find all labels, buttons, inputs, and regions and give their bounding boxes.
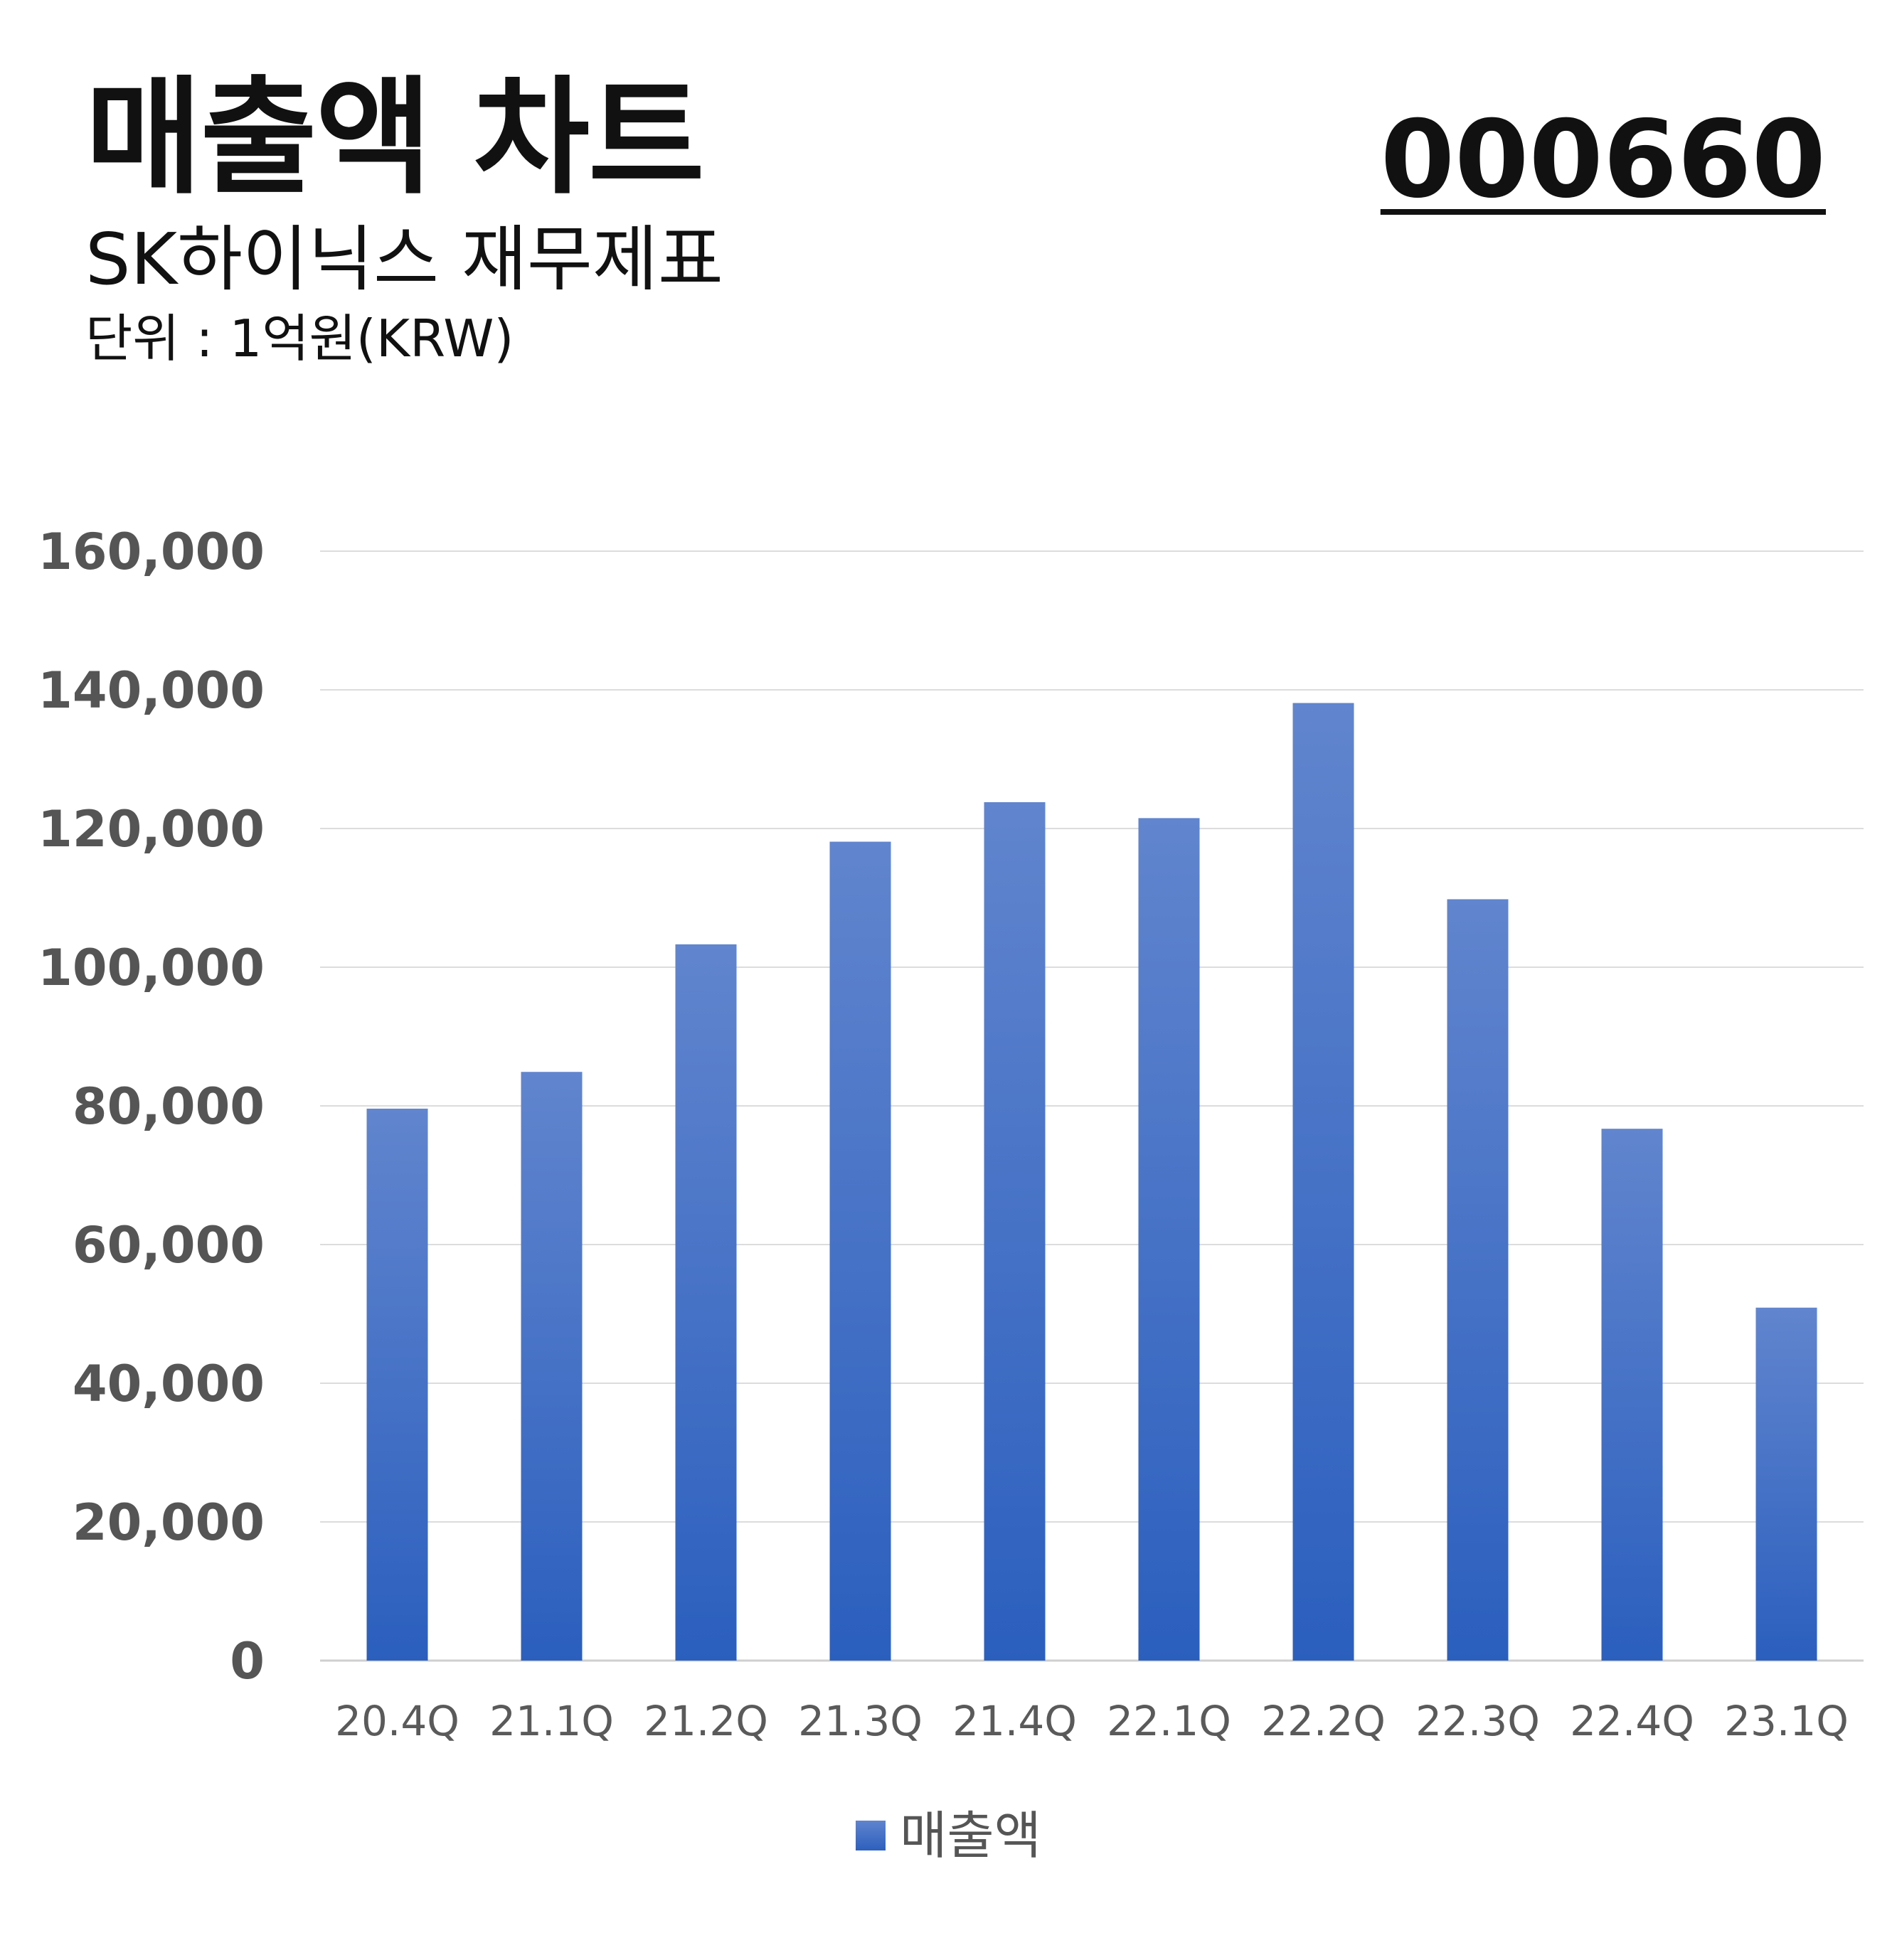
x-tick-label: 22.3Q	[1415, 1697, 1540, 1745]
bar-20.4Q	[366, 1108, 428, 1661]
legend-label: 매출액	[900, 1806, 1041, 1865]
x-tick-label: 21.2Q	[644, 1697, 768, 1745]
unit-label: 단위 : 1억원(KRW)	[85, 309, 514, 368]
bar-22.2Q	[1292, 703, 1354, 1661]
legend: 매출액	[0, 1810, 1897, 1861]
x-axis-ticks: 20.4Q 21.1Q 21.2Q 21.3Q 21.4Q 22.1Q 22.2Q 22.3Q…	[335, 1697, 1849, 1745]
bar-21.1Q	[521, 1072, 583, 1661]
x-tick-label: 23.1Q	[1724, 1697, 1849, 1745]
y-tick-label: 100,000	[38, 939, 265, 997]
y-tick-label: 40,000	[73, 1355, 265, 1413]
y-tick-label: 160,000	[38, 523, 265, 581]
y-tick-label: 120,000	[38, 800, 265, 858]
bars	[366, 703, 1817, 1661]
x-tick-label: 21.1Q	[489, 1697, 614, 1745]
bar-21.3Q	[829, 841, 891, 1661]
legend-swatch	[856, 1821, 886, 1850]
y-axis-ticks: 0 20,000 40,000 60,000 80,000 100,000 120,000 1…	[38, 523, 265, 1690]
y-tick-label: 140,000	[38, 661, 265, 720]
bar-21.2Q	[675, 944, 737, 1661]
y-tick-label: 0	[230, 1632, 265, 1690]
bar-22.1Q	[1138, 818, 1200, 1661]
bar-22.3Q	[1447, 899, 1509, 1661]
x-tick-label: 21.4Q	[952, 1697, 1077, 1745]
chart-subtitle: SK하이닉스 재무제표	[85, 218, 723, 301]
x-tick-label: 21.3Q	[798, 1697, 923, 1745]
x-tick-label: 22.4Q	[1570, 1697, 1694, 1745]
bar-chart: 0 20,000 40,000 60,000 80,000 100,000 120,000 1…	[38, 523, 1864, 1745]
chart-title: 매출액 차트	[85, 64, 705, 211]
x-tick-label: 22.1Q	[1107, 1697, 1231, 1745]
x-tick-label: 22.2Q	[1261, 1697, 1386, 1745]
y-tick-label: 80,000	[73, 1077, 265, 1136]
bar-22.4Q	[1601, 1129, 1663, 1661]
x-tick-label: 20.4Q	[335, 1697, 459, 1745]
stock-code: 000660	[1380, 98, 1826, 222]
y-tick-label: 60,000	[73, 1216, 265, 1274]
bar-21.4Q	[984, 801, 1046, 1661]
y-tick-label: 20,000	[73, 1493, 265, 1552]
bar-23.1Q	[1755, 1307, 1817, 1661]
